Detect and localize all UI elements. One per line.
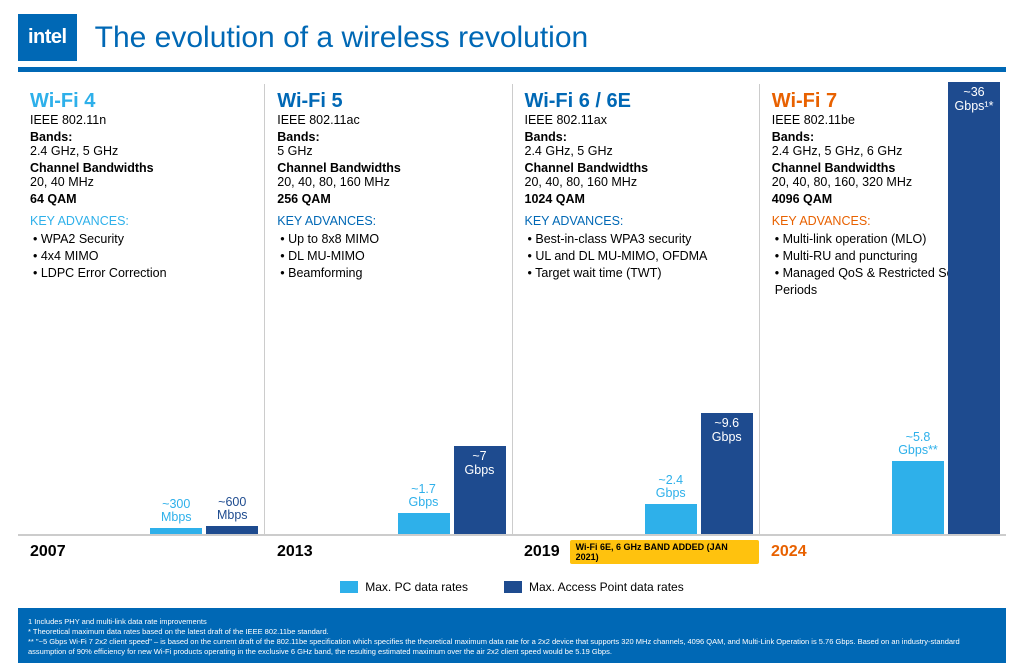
advance-item: UL and DL MU-MIMO, OFDMA <box>528 248 749 265</box>
bars-area: ~5.8 Gbps**~36 Gbps¹* <box>760 354 1000 534</box>
advances-list: Up to 8x8 MIMODL MU-MIMOBeamforming <box>277 231 501 282</box>
footnote-line: 1 Includes PHY and multi-link data rate … <box>28 617 996 627</box>
bandwidths-label: Channel Bandwidths <box>277 161 501 175</box>
advance-item: Up to 8x8 MIMO <box>280 231 501 248</box>
title-rule <box>18 67 1006 72</box>
advance-item: 4x4 MIMO <box>33 248 254 265</box>
generation-title: Wi-Fi 4 <box>30 90 254 113</box>
advance-item: DL MU-MIMO <box>280 248 501 265</box>
bandwidths-label: Channel Bandwidths <box>30 161 254 175</box>
bandwidths-value: 20, 40 MHz <box>30 175 254 189</box>
advances-list: WPA2 Security4x4 MIMOLDPC Error Correcti… <box>30 231 254 282</box>
bands-label: Bands: <box>277 130 501 144</box>
wifi6e-badge: Wi-Fi 6E, 6 GHz BAND ADDED (JAN 2021) <box>570 540 759 564</box>
qam-value: 1024 QAM <box>525 192 749 206</box>
year-cell: 2019 Wi-Fi 6E, 6 GHz BAND ADDED (JAN 2021… <box>512 540 759 564</box>
pc-bar <box>150 528 202 534</box>
advances-title: KEY ADVANCES: <box>30 214 254 228</box>
advance-item: LDPC Error Correction <box>33 265 254 282</box>
ap-bar: ~36 Gbps¹* <box>948 82 1000 534</box>
qam-value: 64 QAM <box>30 192 254 206</box>
pc-bar-label: ~5.8 Gbps** <box>898 431 938 459</box>
qam-value: 256 QAM <box>277 192 501 206</box>
ap-bar-wrap: ~9.6 Gbps <box>701 413 753 534</box>
advance-item: Target wait time (TWT) <box>528 265 749 282</box>
footnote-line: ** "~5 Gbps Wi-Fi 7 2x2 client speed" – … <box>28 637 996 657</box>
ap-bar-wrap: ~36 Gbps¹* <box>948 82 1000 534</box>
year-label: 2024 <box>771 543 807 561</box>
pc-bar-label: ~2.4 Gbps <box>656 474 686 502</box>
bars-area: ~2.4 Gbps ~9.6 Gbps <box>513 354 753 534</box>
ap-bar-wrap: ~7 Gbps <box>454 446 506 534</box>
generations-panels: Wi-Fi 4IEEE 802.11nBands:2.4 GHz, 5 GHzC… <box>18 84 1006 536</box>
generation-panel: Wi-Fi 7IEEE 802.11beBands:2.4 GHz, 5 GHz… <box>760 84 1006 534</box>
pc-bar <box>398 513 450 534</box>
advance-item: WPA2 Security <box>33 231 254 248</box>
ap-bar-label: ~600 Mbps <box>217 496 248 524</box>
legend-swatch-ap <box>504 581 522 593</box>
legend-label-ap: Max. Access Point data rates <box>529 580 684 594</box>
pc-bar-label: ~1.7 Gbps <box>409 483 439 511</box>
advances-list: Best-in-class WPA3 securityUL and DL MU-… <box>525 231 749 282</box>
bands-value: 5 GHz <box>277 144 501 158</box>
bandwidths-label: Channel Bandwidths <box>525 161 749 175</box>
page-title: The evolution of a wireless revolution <box>95 21 1006 55</box>
bars-area: ~300 Mbps ~600 Mbps <box>18 354 258 534</box>
ap-bar-wrap: ~600 Mbps <box>206 496 258 535</box>
ap-bar-label: ~36 Gbps¹* <box>948 82 1000 114</box>
pc-bar-wrap: ~300 Mbps <box>150 498 202 535</box>
intel-logo: intel <box>18 14 77 61</box>
year-label: 2013 <box>277 543 313 561</box>
generation-panel: Wi-Fi 4IEEE 802.11n Bands:2.4 GHz, 5 GHz C… <box>18 84 265 534</box>
ieee-standard: IEEE 802.11ax <box>525 113 749 127</box>
bands-label: Bands: <box>30 130 254 144</box>
bands-value: 2.4 GHz, 5 GHz <box>30 144 254 158</box>
pc-bar-wrap: ~1.7 Gbps <box>398 483 450 535</box>
pc-bar-label: ~300 Mbps <box>161 498 192 526</box>
ap-bar-label: ~9.6 Gbps <box>701 413 753 445</box>
ieee-standard: IEEE 802.11ac <box>277 113 501 127</box>
legend-label-pc: Max. PC data rates <box>365 580 468 594</box>
year-label: 2019 <box>524 543 560 561</box>
header: intel The evolution of a wireless revolu… <box>18 14 1006 61</box>
legend-swatch-pc <box>340 581 358 593</box>
infographic-root: intel The evolution of a wireless revolu… <box>0 0 1024 651</box>
year-label: 2007 <box>30 543 66 561</box>
generation-title: Wi-Fi 6 / 6E <box>525 90 749 113</box>
pc-bar-wrap: ~5.8 Gbps** <box>892 431 944 535</box>
advance-item: Beamforming <box>280 265 501 282</box>
year-cell: 2013 <box>265 540 512 564</box>
ap-bar <box>206 526 258 534</box>
generation-panel: Wi-Fi 6 / 6EIEEE 802.11ax Bands:2.4 GHz, … <box>513 84 760 534</box>
pc-bar <box>645 504 697 534</box>
years-row: 2007 2013 2019 Wi-Fi 6E, 6 GHz BAND ADDED (… <box>18 536 1006 570</box>
bars-area: ~1.7 Gbps ~7 Gbps <box>265 354 505 534</box>
legend: Max. PC data rates Max. Access Point dat… <box>18 570 1006 608</box>
advances-title: KEY ADVANCES: <box>525 214 749 228</box>
footnote-line: * Theoretical maximum data rates based o… <box>28 627 996 637</box>
footnotes: 1 Includes PHY and multi-link data rate … <box>18 612 1006 663</box>
ieee-standard: IEEE 802.11n <box>30 113 254 127</box>
year-cell: 2007 <box>18 540 265 564</box>
pc-bar-wrap: ~2.4 Gbps <box>645 474 697 535</box>
ap-bar-label: ~7 Gbps <box>454 446 506 478</box>
generation-panel: Wi-Fi 5IEEE 802.11ac Bands:5 GHz Channel B… <box>265 84 512 534</box>
year-cell: 2024 <box>759 540 1006 564</box>
legend-pc: Max. PC data rates <box>340 580 468 594</box>
legend-ap: Max. Access Point data rates <box>504 580 684 594</box>
advance-item: Best-in-class WPA3 security <box>528 231 749 248</box>
generation-title: Wi-Fi 5 <box>277 90 501 113</box>
ap-bar: ~7 Gbps <box>454 446 506 534</box>
bandwidths-value: 20, 40, 80, 160 MHz <box>277 175 501 189</box>
pc-bar <box>892 461 944 534</box>
bandwidths-value: 20, 40, 80, 160 MHz <box>525 175 749 189</box>
bands-value: 2.4 GHz, 5 GHz <box>525 144 749 158</box>
ap-bar: ~9.6 Gbps <box>701 413 753 534</box>
advances-title: KEY ADVANCES: <box>277 214 501 228</box>
bands-label: Bands: <box>525 130 749 144</box>
